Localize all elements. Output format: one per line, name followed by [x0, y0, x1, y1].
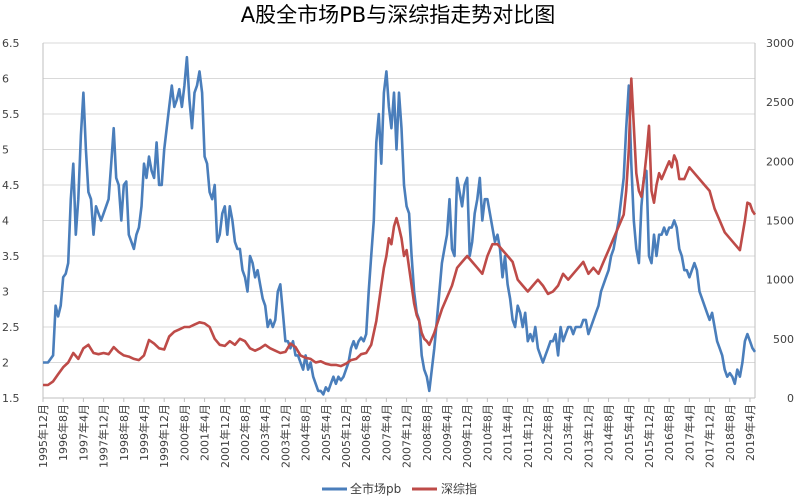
x-tick-label: 1997年12月 — [97, 404, 111, 468]
x-tick-label: 2005年12月 — [339, 404, 353, 468]
x-tick-label: 1999年4月 — [137, 404, 151, 461]
x-tick-label: 2003年12月 — [278, 404, 292, 468]
x-tick-label: 2015年12月 — [642, 404, 656, 468]
right-tick-label: 2000 — [766, 155, 794, 168]
x-tick-label: 1998年8月 — [117, 404, 131, 461]
left-tick-label: 4.5 — [2, 179, 20, 192]
x-tick-label: 1997年4月 — [76, 404, 90, 461]
left-tick-label: 5 — [2, 144, 9, 157]
x-tick-label: 2015年4月 — [622, 404, 636, 461]
x-tick-label: 2008年8月 — [420, 404, 434, 461]
x-tick-label: 2014年8月 — [602, 404, 616, 461]
left-tick-label: 5.5 — [2, 108, 20, 121]
x-axis: 1995年12月 1996年8月 1997年4月 1997年12月 1998年8月 199… — [36, 398, 757, 468]
x-tick-label: 2003年4月 — [258, 404, 272, 461]
x-tick-label: 2019年4月 — [743, 404, 757, 461]
x-tick-label: 2009年12月 — [460, 404, 474, 468]
x-tick-label: 2007年12月 — [400, 404, 414, 468]
left-tick-label: 6 — [2, 73, 9, 86]
right-tick-label: 3000 — [766, 37, 794, 50]
x-tick-label: 2016年8月 — [662, 404, 676, 461]
x-tick-label: 2001年12月 — [218, 404, 232, 468]
right-tick-label: 1000 — [766, 274, 794, 287]
x-tick-label: 1995年12月 — [36, 404, 50, 468]
x-tick-label: 2011年12月 — [521, 404, 535, 468]
x-tick-label: 2002年8月 — [238, 404, 252, 461]
x-tick-label: 2007年4月 — [379, 404, 393, 461]
x-tick-label: 2011年4月 — [501, 404, 515, 461]
x-tick-label: 2001年4月 — [198, 404, 212, 461]
x-tick-label: 2000年8月 — [177, 404, 191, 461]
series-line-1 — [43, 77, 757, 387]
left-y-axis: 6.5 6 5.5 5 4.5 4 3.5 3 2.5 2 1.5 — [2, 37, 20, 405]
gridlines — [42, 42, 756, 399]
series-lines — [43, 55, 757, 396]
x-tick-label: 1999年12月 — [157, 404, 171, 468]
right-tick-label: 500 — [773, 333, 794, 346]
x-tick-label: 2018年8月 — [723, 404, 737, 461]
x-tick-label: 2017年4月 — [682, 404, 696, 461]
x-tick-label: 2013年12月 — [581, 404, 595, 468]
left-tick-label: 3.5 — [2, 250, 20, 263]
legend: 全市场pb 深综指 — [322, 481, 477, 496]
left-tick-label: 3 — [2, 286, 9, 299]
right-tick-label: 1500 — [766, 215, 794, 228]
left-tick-label: 2 — [2, 357, 9, 370]
right-tick-label: 2500 — [766, 96, 794, 109]
x-tick-label: 2004年8月 — [299, 404, 313, 461]
left-tick-label: 6.5 — [2, 37, 20, 50]
legend-label: 全市场pb — [350, 481, 401, 496]
series-line-0 — [43, 55, 757, 396]
left-tick-label: 2.5 — [2, 321, 20, 334]
x-tick-label: 2005年4月 — [319, 404, 333, 461]
x-tick-label: 2010年8月 — [480, 404, 494, 461]
right-y-axis: 3000 2500 2000 1500 1000 500 0 — [766, 37, 794, 405]
x-tick-label: 2009年4月 — [440, 404, 454, 461]
x-tick-label: 1996年8月 — [56, 404, 70, 461]
legend-label: 深综指 — [441, 481, 477, 496]
right-tick-label: 0 — [787, 392, 794, 405]
x-tick-label: 2006年8月 — [359, 404, 373, 461]
left-tick-label: 4 — [2, 215, 9, 228]
left-tick-label: 1.5 — [2, 392, 20, 405]
x-tick-label: 2017年12月 — [703, 404, 717, 468]
x-tick-label: 2013年4月 — [561, 404, 575, 461]
chart-title: A股全市场PB与深综指走势对比图 — [241, 3, 555, 27]
x-tick-label: 2012年8月 — [541, 404, 555, 461]
